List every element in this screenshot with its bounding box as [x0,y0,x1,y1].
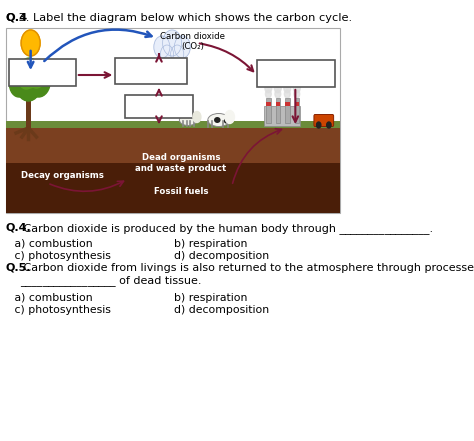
Text: Carbon dioxide
(CO₂): Carbon dioxide (CO₂) [160,32,225,52]
Text: Q.3. Label the diagram below which shows the carbon cycle.: Q.3. Label the diagram below which shows… [6,13,352,23]
Bar [264,106,301,126]
Text: Q.4: Q.4 [6,13,28,23]
Bar [285,102,290,106]
FancyBboxPatch shape [257,60,336,87]
Circle shape [284,90,290,98]
Circle shape [15,65,42,101]
Ellipse shape [208,113,230,127]
FancyBboxPatch shape [126,95,192,118]
FancyBboxPatch shape [6,28,340,213]
Text: d) decomposition: d) decomposition [173,251,269,261]
Circle shape [9,71,28,97]
Text: Carbon dioxide from livings is also returned to the atmosphere through processes: Carbon dioxide from livings is also retu… [20,263,474,285]
FancyBboxPatch shape [9,59,76,86]
Circle shape [265,90,271,98]
Circle shape [27,64,45,88]
Circle shape [283,76,292,88]
Bar [6,163,340,213]
Ellipse shape [214,117,220,123]
Ellipse shape [224,119,228,123]
Text: b) respiration: b) respiration [173,293,247,303]
Text: Fossil fuels: Fossil fuels [154,187,208,195]
Circle shape [274,83,282,93]
Text: Decay organisms: Decay organisms [20,172,103,180]
Text: c) photosynthesis: c) photosynthesis [11,305,111,315]
Circle shape [163,30,182,56]
Circle shape [265,83,272,93]
Bar [276,98,280,123]
Circle shape [293,76,301,88]
Circle shape [293,83,301,93]
FancyBboxPatch shape [115,58,187,84]
Circle shape [274,76,282,88]
Circle shape [225,111,235,123]
Circle shape [160,45,173,63]
Bar [295,102,299,106]
Text: a) combustion: a) combustion [11,239,92,249]
Bar [266,102,271,106]
Bar [285,98,290,123]
Bar [6,128,340,213]
Circle shape [327,122,331,128]
Circle shape [294,90,300,98]
Text: b) respiration: b) respiration [173,239,247,249]
Circle shape [275,90,281,98]
Text: Q.5.: Q.5. [6,263,31,273]
Circle shape [171,45,184,63]
Text: c) photosynthesis: c) photosynthesis [11,251,111,261]
Circle shape [154,36,170,58]
Text: Carbon dioxide is produced by the human body through ________________.: Carbon dioxide is produced by the human … [20,223,434,234]
Circle shape [18,67,34,89]
Circle shape [317,122,321,128]
Circle shape [27,65,50,97]
Text: a) combustion: a) combustion [11,293,92,303]
FancyBboxPatch shape [314,115,334,127]
Circle shape [193,112,201,123]
Bar [266,98,271,123]
Circle shape [174,36,191,58]
Circle shape [264,76,273,88]
Bar [6,121,340,128]
Circle shape [18,58,40,88]
Bar [276,102,280,106]
Ellipse shape [179,115,197,126]
Text: d) decomposition: d) decomposition [173,305,269,315]
Circle shape [284,83,291,93]
Circle shape [21,30,40,56]
Text: Q.4.: Q.4. [6,223,32,233]
Text: Dead organisms
and waste product: Dead organisms and waste product [135,153,227,173]
Bar [26,98,31,128]
Bar [295,98,299,123]
